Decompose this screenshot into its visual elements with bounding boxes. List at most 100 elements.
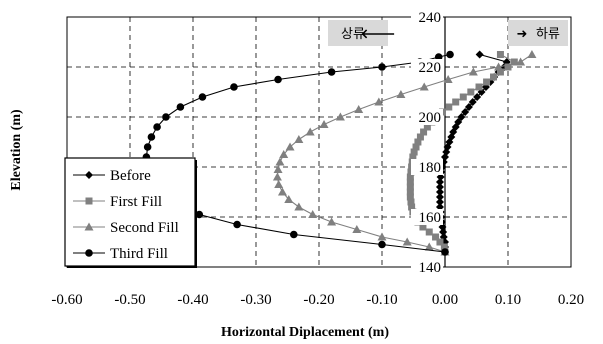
downstream-annotation: ➜ 하류 bbox=[508, 20, 568, 46]
data-point-second-fill bbox=[275, 157, 285, 166]
data-point-before bbox=[435, 183, 444, 191]
data-point-first-fill bbox=[440, 243, 448, 251]
data-point-second-fill bbox=[354, 105, 364, 113]
data-point-first-fill bbox=[406, 178, 414, 186]
y-tick-label: 140 bbox=[419, 260, 442, 276]
data-point-first-fill bbox=[407, 198, 415, 206]
data-point-first-fill bbox=[496, 68, 504, 76]
data-point-before bbox=[475, 50, 484, 59]
left-arrow-icon: 🡐 bbox=[361, 27, 396, 42]
data-point-first-fill bbox=[406, 173, 414, 181]
data-point-second-fill bbox=[352, 225, 362, 233]
legend-item-second-fill: Second Fill bbox=[73, 220, 179, 236]
data-point-first-fill bbox=[408, 203, 416, 211]
legend: Before First Fill Second Fill Third Fill bbox=[64, 157, 197, 268]
data-point-first-fill bbox=[410, 148, 418, 156]
data-point-first-fill bbox=[504, 63, 512, 71]
y-tick-label: 240 bbox=[419, 10, 442, 26]
downstream-annotation-box bbox=[508, 20, 568, 46]
y-tick-labels: 140 160 180 200 220 240 bbox=[411, 9, 443, 276]
data-point-second-fill bbox=[273, 165, 283, 173]
data-point-second-fill bbox=[274, 180, 284, 188]
data-point-third-fill bbox=[195, 210, 204, 219]
x-tick-label: -0.50 bbox=[114, 292, 145, 308]
data-point-second-fill bbox=[327, 217, 337, 226]
x-tick-label: -0.10 bbox=[366, 292, 397, 308]
data-point-third-fill bbox=[378, 240, 386, 249]
data-point-before bbox=[435, 178, 444, 186]
y-axis-title: Elevation (m) bbox=[9, 109, 24, 191]
legend-marker-third-fill bbox=[85, 249, 93, 257]
data-point-first-fill bbox=[419, 223, 427, 231]
x-tick-labels: -0.60 -0.50 -0.40 -0.30 -0.20 -0.10 0.00 0.10 0.… bbox=[51, 292, 584, 308]
data-point-second-fill bbox=[377, 232, 387, 241]
data-point-first-fill bbox=[475, 83, 483, 91]
data-point-second-fill bbox=[335, 112, 345, 121]
legend-label-second-fill: Second Fill bbox=[110, 220, 179, 236]
data-point-second-fill bbox=[277, 187, 287, 196]
data-point-first-fill bbox=[414, 138, 422, 146]
data-point-third-fill bbox=[198, 93, 207, 101]
data-point-first-fill bbox=[436, 238, 444, 246]
x-tick-label: 0.10 bbox=[495, 292, 521, 308]
data-point-before bbox=[464, 103, 473, 111]
legend-item-first-fill: First Fill bbox=[73, 194, 162, 210]
data-point-second-fill bbox=[402, 237, 412, 246]
data-point-before bbox=[473, 93, 482, 101]
downstream-annotation-label: 하류 bbox=[536, 27, 560, 42]
y-tick-label: 200 bbox=[419, 110, 442, 126]
data-point-first-fill bbox=[416, 133, 424, 141]
data-point-first-fill bbox=[420, 128, 428, 136]
x-tick-label: -0.20 bbox=[303, 292, 334, 308]
y-tick-label-bg bbox=[411, 109, 443, 125]
data-point-before bbox=[435, 193, 444, 201]
upstream-annotation-box bbox=[328, 20, 388, 46]
data-point-third-fill bbox=[233, 220, 241, 229]
y-tick-label: 180 bbox=[419, 160, 442, 176]
data-point-third-fill bbox=[176, 103, 185, 111]
data-point-second-fill bbox=[468, 67, 478, 76]
y-tick-label-bg bbox=[411, 9, 443, 25]
data-point-first-fill bbox=[490, 73, 498, 81]
data-point-third-fill bbox=[143, 143, 152, 151]
data-point-before bbox=[439, 228, 448, 236]
x-tick-label: 0.00 bbox=[432, 292, 458, 308]
data-point-second-fill bbox=[294, 135, 304, 143]
data-point-first-fill bbox=[406, 193, 414, 201]
y-tick-label-bg bbox=[411, 259, 443, 275]
legend-item-third-fill: Third Fill bbox=[73, 246, 168, 262]
data-point-second-fill bbox=[319, 120, 329, 128]
data-point-second-fill bbox=[396, 90, 406, 98]
y-tick-label-bg bbox=[411, 159, 443, 175]
data-point-second-fill bbox=[305, 127, 315, 136]
legend-label-first-fill: First Fill bbox=[110, 194, 162, 210]
data-point-second-fill bbox=[308, 210, 318, 218]
data-point-first-fill bbox=[496, 51, 504, 58]
y-tick-label: 220 bbox=[419, 60, 442, 76]
data-point-first-fill bbox=[452, 98, 460, 106]
y-tick-label-bg bbox=[411, 209, 443, 225]
data-point-first-fill bbox=[407, 168, 415, 176]
data-point-second-fill bbox=[285, 142, 295, 151]
data-point-second-fill bbox=[527, 50, 537, 58]
data-point-third-fill bbox=[446, 50, 454, 59]
data-point-third-fill bbox=[434, 53, 443, 61]
series-second-fill bbox=[272, 50, 537, 256]
data-point-first-fill bbox=[406, 183, 414, 191]
data-point-second-fill bbox=[374, 97, 384, 106]
data-point-third-fill bbox=[162, 113, 170, 121]
data-point-second-fill bbox=[272, 172, 282, 181]
data-point-second-fill bbox=[419, 82, 429, 91]
x-tick-label: -0.40 bbox=[177, 292, 208, 308]
legend-marker-first-fill bbox=[85, 197, 93, 205]
data-point-second-fill bbox=[294, 202, 304, 211]
data-point-first-fill bbox=[483, 78, 491, 86]
data-point-third-fill bbox=[274, 75, 282, 84]
data-point-before bbox=[457, 113, 466, 121]
legend-item-before: Before bbox=[73, 168, 151, 184]
x-axis-title: Horizontal Diplacement (m) bbox=[221, 325, 389, 340]
legend-label-before: Before bbox=[110, 168, 151, 184]
right-arrow-icon: ➜ bbox=[517, 27, 528, 42]
data-point-third-fill bbox=[327, 68, 336, 76]
